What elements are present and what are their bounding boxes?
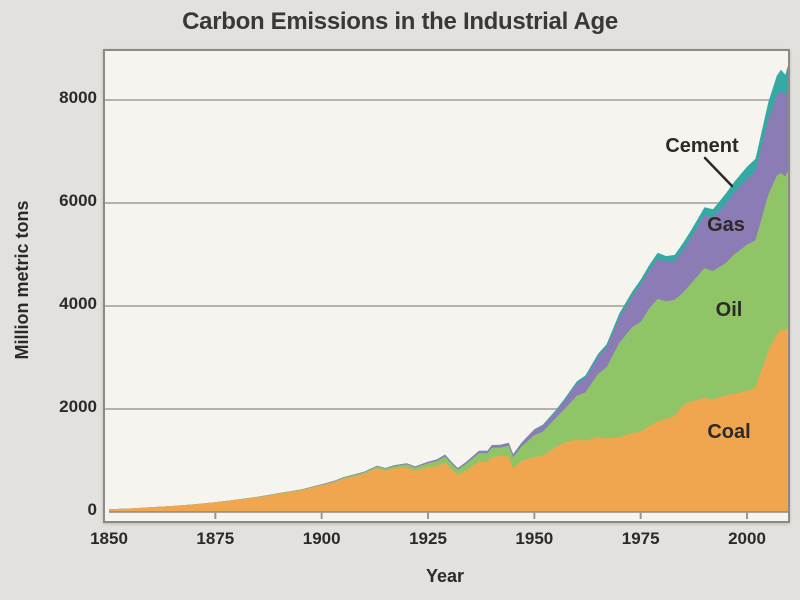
- x-tick-label: 1850: [90, 529, 128, 548]
- chart-title: Carbon Emissions in the Industrial Age: [182, 8, 618, 35]
- y-tick-label: 2000: [59, 397, 97, 416]
- y-tick-label: 4000: [59, 294, 97, 313]
- y-tick-label: 8000: [59, 88, 97, 107]
- cement-annotation: Cement: [665, 135, 739, 157]
- y-tick-label: 0: [87, 500, 97, 519]
- x-tick-label: 1900: [302, 529, 341, 548]
- coal-area: [109, 326, 788, 512]
- x-tick-label: 1875: [196, 529, 235, 548]
- chart-panel: [103, 49, 790, 523]
- gas-annotation: Gas: [707, 214, 745, 236]
- y-tick-label: 6000: [59, 191, 97, 210]
- cement-pointer-line: [703, 156, 734, 188]
- x-tick-label: 2000: [728, 529, 766, 548]
- x-axis-title: Year: [425, 566, 465, 586]
- x-tick-label: 1950: [515, 529, 554, 548]
- oil-area: [109, 170, 788, 512]
- x-tick-label: 1925: [409, 529, 447, 548]
- x-tick-label: 1975: [621, 529, 660, 548]
- oil-annotation: Oil: [715, 299, 743, 321]
- coal-annotation: Coal: [707, 421, 751, 443]
- area-chart-svg: [105, 65, 788, 519]
- y-axis-title: Million metric tons: [12, 200, 32, 360]
